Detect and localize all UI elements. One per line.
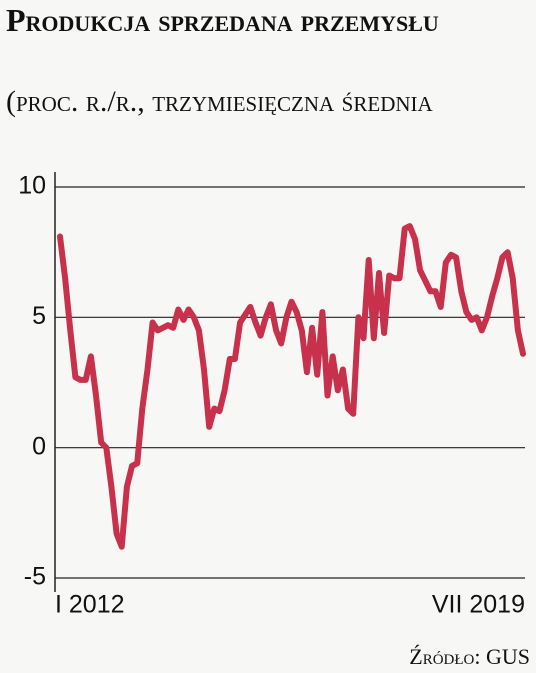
y-tick-label: 10 xyxy=(18,172,46,200)
data-line xyxy=(57,223,526,550)
chart-title: Produkcja sprzedana przemysłu xyxy=(6,2,439,38)
y-tick-label: -5 xyxy=(24,563,46,591)
source: Źródło: GUS xyxy=(409,644,530,669)
y-tick-label: 5 xyxy=(32,302,46,330)
x-tick-label: VII 2019 xyxy=(432,591,525,619)
x-tick-label: I 2012 xyxy=(55,591,125,619)
chart-subtitle: (proc. r./r., trzymiesięczna średnia xyxy=(6,85,433,118)
y-tick-label: 0 xyxy=(32,432,46,460)
